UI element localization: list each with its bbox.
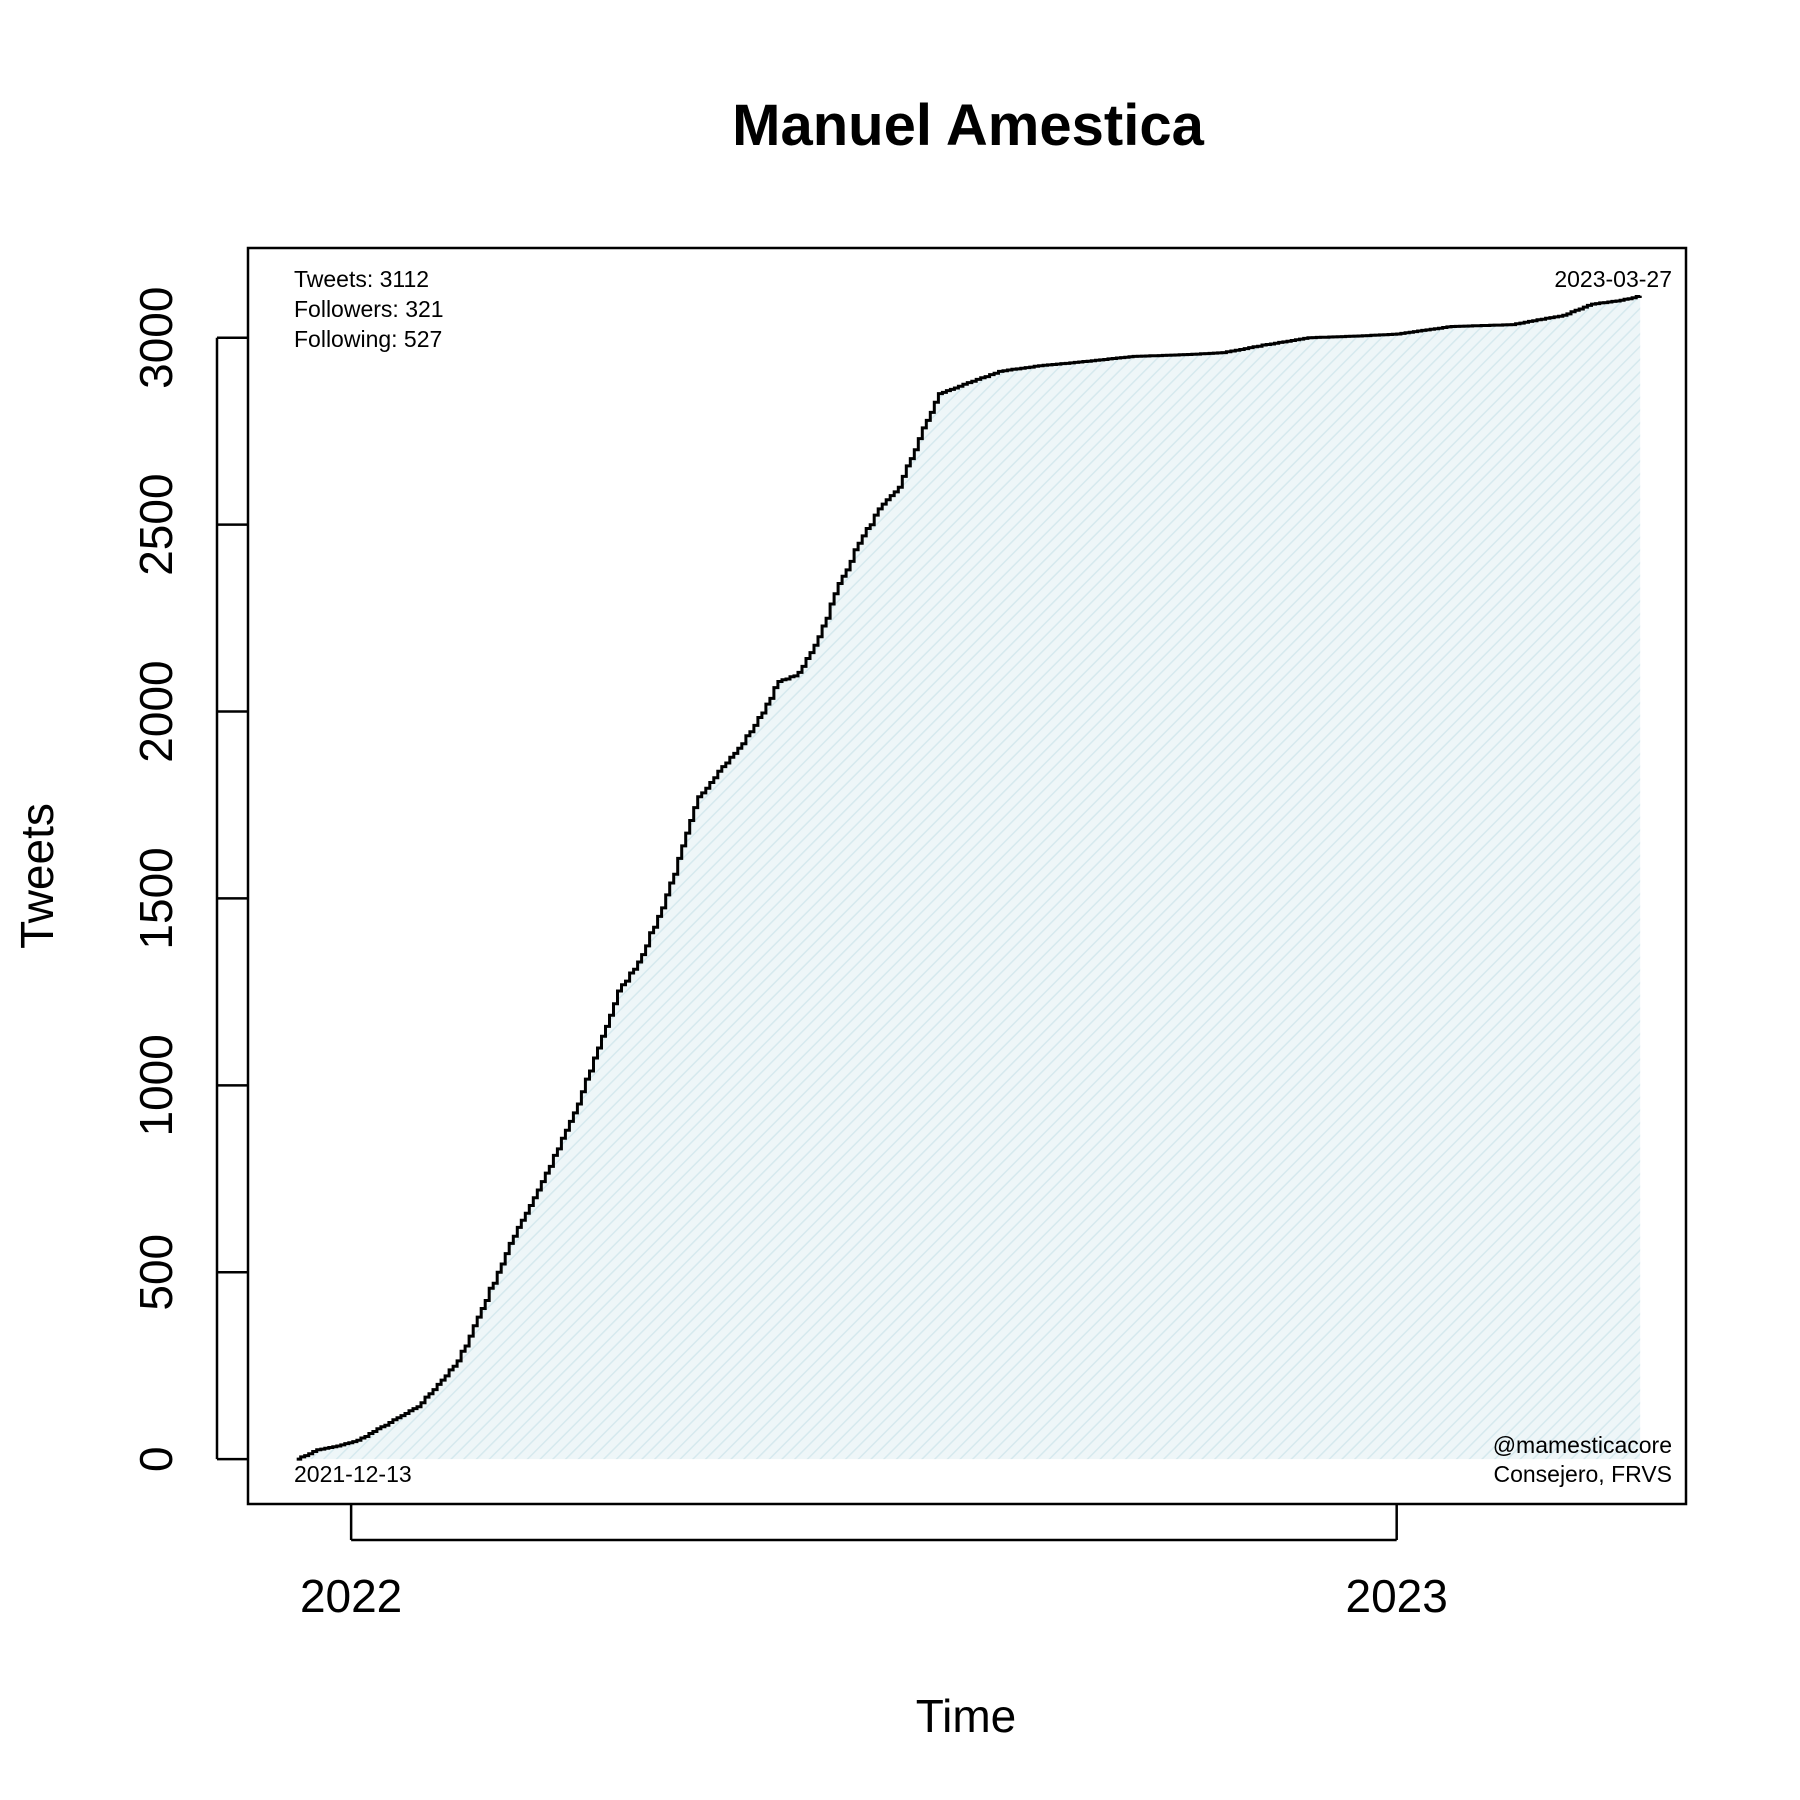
y-tick-label: 3000	[130, 287, 182, 389]
handle-annotation: @mamesticacore	[1493, 1432, 1672, 1458]
x-axis: 2022 2023	[300, 1504, 1448, 1622]
role-annotation: Consejero, FRVS	[1493, 1461, 1672, 1487]
end-date-annotation: 2023-03-27	[1554, 266, 1672, 292]
x-tick-label: 2022	[300, 1570, 402, 1622]
plot-frame	[246, 246, 1688, 1506]
x-axis-label: Time	[916, 1690, 1017, 1742]
plot-area	[296, 295, 1642, 1461]
x-tick-label: 2023	[1346, 1570, 1448, 1622]
following-count-annotation: Following: 527	[294, 326, 442, 352]
y-axis: 0 500 1000 1500 2000 2500 3000	[130, 287, 248, 1472]
y-tick-label: 1500	[130, 847, 182, 949]
y-tick-label: 0	[130, 1446, 182, 1472]
cumulative-area-fill	[296, 295, 1641, 1460]
chart-title: Manuel Amestica	[732, 93, 1204, 158]
y-tick-label: 500	[130, 1234, 182, 1311]
start-date-annotation: 2021-12-13	[294, 1461, 412, 1487]
y-tick-label: 1000	[130, 1034, 182, 1136]
y-tick-label: 2500	[130, 473, 182, 575]
y-tick-label: 2000	[130, 660, 182, 762]
tweets-count-annotation: Tweets: 3112	[294, 266, 429, 292]
followers-count-annotation: Followers: 321	[294, 296, 444, 322]
cumulative-tweets-line	[296, 295, 1642, 1461]
y-axis-label: Tweets	[11, 803, 63, 949]
